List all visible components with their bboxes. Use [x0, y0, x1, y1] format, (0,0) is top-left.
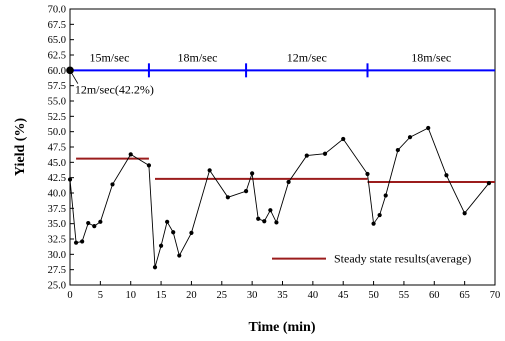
x-tick-label: 45 — [338, 290, 349, 301]
yield-point — [365, 171, 370, 177]
y-tick-label: 52.5 — [48, 112, 66, 123]
yield-point — [171, 230, 176, 235]
x-axis-ticks: 0 5 10 15 20 25 30 35 40 45 50 55 60 65 70 — [67, 281, 500, 301]
yield-point — [286, 179, 291, 185]
yield-point — [128, 152, 133, 157]
y-tick-label: 40.0 — [48, 189, 66, 200]
x-axis-title: Time (min) — [248, 320, 315, 335]
yield-point — [225, 195, 230, 200]
velocity-label: 18m/sec — [178, 51, 218, 65]
x-tick-label: 60 — [429, 290, 440, 301]
y-tick-label: 27.5 — [48, 265, 66, 276]
yield-point — [67, 177, 73, 182]
y-tick-label: 47.5 — [48, 143, 66, 154]
x-tick-label: 20 — [186, 290, 197, 301]
y-tick-label: 62.5 — [48, 51, 66, 62]
plot-area — [69, 8, 496, 286]
x-tick-label: 25 — [217, 290, 228, 301]
y-tick-label: 60.0 — [48, 66, 66, 77]
start-annotation: 12m/sec(42.2%) — [66, 66, 154, 97]
velocity-label: 15m/sec — [89, 51, 129, 65]
reference-lines — [70, 63, 495, 183]
yield-point — [207, 168, 212, 173]
x-tick-label: 50 — [368, 290, 379, 301]
yield-point — [407, 135, 413, 140]
yield-point — [304, 153, 309, 158]
yield-point — [426, 125, 431, 131]
yield-point — [262, 219, 267, 224]
y-axis-ticks: 25.0 27.5 30.0 32.5 35.0 37.5 40.0 42.5 45.0 47.5… — [48, 5, 74, 292]
yield-point — [444, 173, 449, 178]
yield-point — [371, 221, 376, 226]
y-tick-label: 70.0 — [48, 5, 66, 16]
yield-point — [98, 219, 103, 224]
yield-point — [152, 265, 158, 270]
velocity-label: 18m/sec — [411, 51, 451, 65]
y-tick-label: 35.0 — [48, 219, 66, 230]
annotation-leader — [69, 70, 79, 84]
y-tick-label: 32.5 — [48, 235, 66, 246]
yield-point — [268, 208, 273, 213]
yield-point — [189, 230, 194, 235]
yield-point — [177, 253, 182, 258]
y-tick-label: 30.0 — [48, 250, 66, 261]
y-tick-label: 57.5 — [48, 81, 66, 92]
legend: Steady state results(average) — [272, 252, 471, 266]
x-tick-label: 30 — [247, 290, 258, 301]
x-tick-label: 35 — [277, 290, 288, 301]
legend-label: Steady state results(average) — [334, 252, 471, 266]
yield-point — [165, 219, 170, 224]
yield-point — [256, 216, 261, 221]
x-tick-label: 15 — [156, 290, 167, 301]
x-tick-label: 40 — [308, 290, 319, 301]
y-axis-title: Yield (%) — [13, 118, 28, 177]
yield-point — [377, 212, 382, 218]
yield-point — [383, 193, 388, 198]
y-tick-label: 45.0 — [48, 158, 66, 169]
annotation-text: 12m/sec(42.2%) — [75, 83, 154, 97]
y-tick-label: 55.0 — [48, 97, 66, 108]
yield-point — [158, 243, 164, 248]
yield-point — [146, 163, 152, 168]
y-tick-label: 42.5 — [48, 173, 66, 184]
x-tick-label: 5 — [98, 290, 103, 301]
yield-point — [92, 224, 97, 229]
yield-point — [80, 239, 85, 244]
yield-point — [274, 220, 279, 225]
annotation-marker — [66, 66, 74, 75]
y-tick-label: 67.5 — [48, 20, 66, 31]
yield-point — [486, 181, 492, 186]
x-tick-label: 65 — [459, 290, 470, 301]
x-tick-label: 55 — [399, 290, 410, 301]
x-tick-label: 10 — [125, 290, 136, 301]
yield-point — [341, 136, 346, 142]
yield-point — [322, 151, 328, 156]
velocity-labels: 15m/sec 18m/sec 12m/sec 18m/sec — [89, 51, 451, 65]
yield-point — [462, 211, 467, 216]
yield-point — [250, 171, 255, 176]
yield-point — [243, 189, 249, 194]
velocity-label: 12m/sec — [287, 51, 327, 65]
yield-point — [110, 182, 115, 187]
yield-series — [67, 125, 492, 270]
y-tick-label: 65.0 — [48, 35, 66, 46]
x-tick-label: 70 — [490, 290, 501, 301]
yield-point — [86, 220, 91, 226]
yield-point — [395, 147, 400, 153]
y-tick-label: 37.5 — [48, 204, 66, 215]
y-tick-label: 50.0 — [48, 127, 66, 138]
y-tick-label: 25.0 — [48, 281, 66, 292]
yield-point — [73, 240, 79, 245]
x-tick-label: 0 — [67, 290, 72, 301]
